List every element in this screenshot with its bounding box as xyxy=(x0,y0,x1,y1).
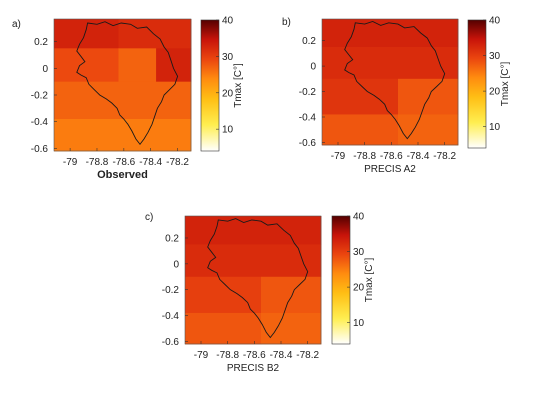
x-tick-label: -78.8 xyxy=(86,157,109,168)
region-outline xyxy=(76,21,179,146)
y-tick-label: 0 xyxy=(173,259,179,270)
colorbar-label: Tmax [C°] xyxy=(233,63,244,108)
colorbar-tick-label: 10 xyxy=(489,122,501,133)
x-tick-label: -78.6 xyxy=(380,151,403,162)
colorbar xyxy=(331,215,351,345)
colorbar-label: Tmax [C°] xyxy=(364,258,375,303)
x-axis-label: Observed xyxy=(97,169,148,181)
region-outline xyxy=(344,21,446,140)
y-tick-label: -0.4 xyxy=(162,311,180,322)
colorbar-tick-label: 30 xyxy=(353,247,365,258)
y-tick-label: 0.2 xyxy=(165,233,179,244)
x-tick-label: -78.6 xyxy=(112,157,135,168)
colorbar-tick-label: 40 xyxy=(353,212,365,223)
y-tick-label: 0 xyxy=(42,64,48,75)
colorbar xyxy=(467,19,487,149)
colorbar-tick-label: 20 xyxy=(222,88,234,99)
x-tick-label: -78.6 xyxy=(243,350,266,361)
x-tick-label: -79 xyxy=(194,350,209,361)
heatmap-cell xyxy=(185,244,322,278)
colorbar-tick-label: 20 xyxy=(489,87,501,98)
x-tick-label: -78.2 xyxy=(166,157,189,168)
x-tick-label: -78.8 xyxy=(216,350,239,361)
heatmap-cell xyxy=(54,48,119,83)
panel-3: -79 -78.8 -78.6 -78.4 -78.2 0.2 0 -0.2 -0.4 -0.6 P… xyxy=(145,212,375,375)
x-tick-label: -78.4 xyxy=(407,151,430,162)
heatmap-cell xyxy=(118,48,157,83)
heatmap-cell xyxy=(54,119,192,152)
heatmap-cell xyxy=(261,312,322,345)
y-tick-label: -0.4 xyxy=(31,117,49,128)
plot-frame xyxy=(321,18,459,146)
heatmap-cell xyxy=(398,114,459,146)
heatmap-cell xyxy=(185,216,322,245)
panel-label: b) xyxy=(282,17,291,28)
x-tick-label: -78.2 xyxy=(296,350,319,361)
heatmap-cell xyxy=(54,19,119,49)
x-tick-label: -78.4 xyxy=(270,350,293,361)
plot-frame xyxy=(184,215,322,345)
y-tick-label: -0.2 xyxy=(162,285,180,296)
x-tick-label: -78.4 xyxy=(139,157,162,168)
plot-frame xyxy=(53,18,192,152)
y-tick-label: -0.4 xyxy=(299,113,317,124)
y-tick-label: -0.2 xyxy=(31,91,49,102)
y-tick-label: -0.6 xyxy=(31,144,49,155)
y-tick-label: 0 xyxy=(310,62,316,73)
colorbar-tick-label: 30 xyxy=(489,51,501,62)
colorbar-tick-label: 20 xyxy=(353,283,365,294)
panel-label: a) xyxy=(12,19,21,30)
colorbar-tick-label: 40 xyxy=(489,16,501,27)
colorbar-tick-label: 10 xyxy=(353,318,365,329)
heatmap-cell xyxy=(322,19,459,48)
y-tick-label: -0.6 xyxy=(162,337,180,348)
y-tick-label: -0.6 xyxy=(299,138,317,149)
x-axis-label: PRECIS B2 xyxy=(227,363,280,374)
heatmap-cell xyxy=(322,47,459,80)
x-tick-label: -78.2 xyxy=(433,151,456,162)
y-tick-label: 0.2 xyxy=(34,37,48,48)
colorbar-tick-label: 10 xyxy=(222,125,234,136)
x-tick-label: -78.8 xyxy=(353,151,376,162)
colorbar-tick-label: 30 xyxy=(222,52,234,63)
heatmap-cell xyxy=(322,114,399,146)
heatmap-cell xyxy=(261,276,322,314)
x-tick-label: -79 xyxy=(331,151,346,162)
panel-1: -79 -78.8 -78.6 -78.4 -78.2 0.2 0 -0.2 -0.4 -0.6 O… xyxy=(12,16,244,182)
colorbar-label: Tmax [C°] xyxy=(500,62,511,107)
x-tick-label: -79 xyxy=(63,157,78,168)
y-tick-label: 0.2 xyxy=(302,36,316,47)
region-outline xyxy=(207,218,309,339)
heatmap-cell xyxy=(398,78,459,115)
heatmap-cell xyxy=(118,19,192,49)
colorbar-tick-label: 40 xyxy=(222,16,234,27)
colorbar xyxy=(200,19,220,152)
heatmap-cell xyxy=(54,81,192,120)
heatmap-cell xyxy=(185,312,262,345)
panel-2: -79 -78.8 -78.6 -78.4 -78.2 0.2 0 -0.2 -0.4 -0.6 P… xyxy=(282,16,511,176)
x-axis-label: PRECIS A2 xyxy=(364,164,416,175)
y-tick-label: -0.2 xyxy=(299,87,317,98)
heatmap-cell xyxy=(156,48,192,83)
panel-label: c) xyxy=(145,212,153,223)
